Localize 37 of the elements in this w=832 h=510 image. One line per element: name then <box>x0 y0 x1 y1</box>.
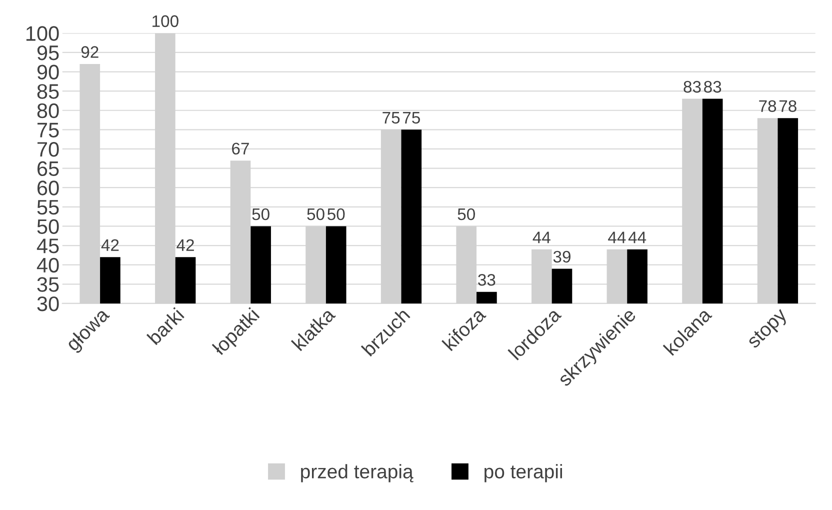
data-label: 50 <box>458 208 475 220</box>
y-tick-label: 50 <box>37 219 59 234</box>
data-label: 75 <box>402 112 420 124</box>
y-tick-label: 100 <box>26 26 59 41</box>
y-tick-label: 70 <box>38 142 59 157</box>
y-tick-label: 40 <box>36 258 59 273</box>
data-label: 67 <box>232 142 249 155</box>
y-tick-label: 45 <box>36 238 59 254</box>
data-label: 44 <box>608 232 626 244</box>
y-tick-label: 75 <box>38 122 59 138</box>
data-label: 75 <box>382 112 400 124</box>
data-label: 50 <box>328 208 345 220</box>
data-label: 92 <box>81 46 98 58</box>
data-label: 42 <box>176 239 194 251</box>
y-tick-label: 60 <box>38 180 59 196</box>
data-label: 78 <box>759 100 776 112</box>
legend-label: po terapii <box>484 464 562 482</box>
data-label: 39 <box>553 250 570 263</box>
data-label: 42 <box>101 239 119 251</box>
y-tick-label: 30 <box>37 296 59 312</box>
y-tick-label: 90 <box>37 64 59 80</box>
data-label: 44 <box>628 232 646 244</box>
y-tick-label: 35 <box>37 277 59 292</box>
legend-label: przed terapią <box>301 464 414 482</box>
y-tick-label: 85 <box>37 84 59 99</box>
y-tick-label: 95 <box>37 45 59 60</box>
data-label: 100 <box>152 15 178 28</box>
y-tick-label: 65 <box>38 161 59 176</box>
data-label: 50 <box>252 208 270 220</box>
data-label: 78 <box>779 100 796 112</box>
data-label: 83 <box>684 80 701 93</box>
data-label: 50 <box>307 208 324 220</box>
y-tick-label: 80 <box>37 103 59 118</box>
data-label: 33 <box>478 274 496 286</box>
data-label: 83 <box>704 80 722 93</box>
y-tick-label: 55 <box>37 200 59 215</box>
data-label: 44 <box>532 232 550 244</box>
